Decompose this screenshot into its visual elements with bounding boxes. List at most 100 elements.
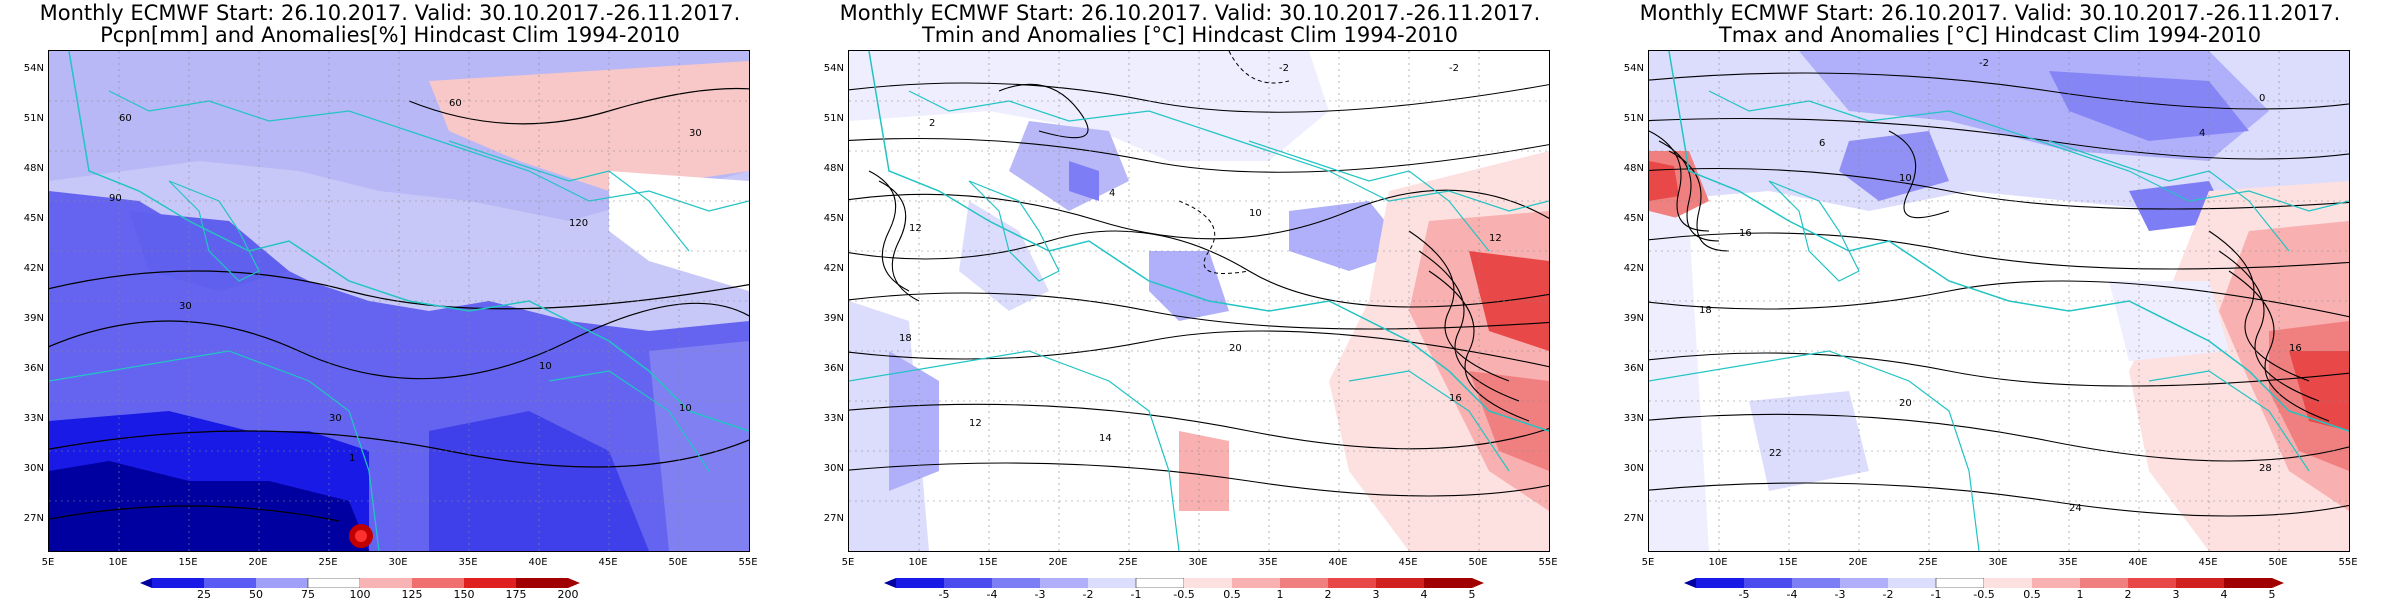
lat-label: 45N bbox=[1623, 213, 1644, 224]
lat-label: 48N bbox=[23, 163, 44, 174]
lat-label: 45N bbox=[823, 213, 844, 224]
colorbar-tick: -4 bbox=[1786, 588, 1798, 601]
lat-label: 30N bbox=[1623, 463, 1644, 474]
lat-label: 51N bbox=[823, 113, 844, 124]
colorbar-tick: -0.5 bbox=[1173, 588, 1195, 601]
colorbar-tick: -2 bbox=[1882, 588, 1894, 601]
contour-label: 4 bbox=[2199, 128, 2205, 139]
lat-label: 27N bbox=[23, 513, 44, 524]
map-precipitation: 60 60 30 90 120 30 10 30 10 1 bbox=[48, 50, 750, 552]
colorbar-tmin bbox=[884, 578, 1484, 588]
colorbar-tick: 5 bbox=[1468, 588, 1476, 601]
lat-label: 30N bbox=[823, 463, 844, 474]
contour-label: 14 bbox=[1099, 433, 1112, 444]
colorbar-tick: 200 bbox=[557, 588, 579, 601]
lat-label: 51N bbox=[1623, 113, 1644, 124]
contour-label: 6 bbox=[1819, 138, 1825, 149]
colorbar-tick: 100 bbox=[349, 588, 371, 601]
lon-label: 45E bbox=[2198, 557, 2218, 568]
colorbar-tick: -5 bbox=[1738, 588, 1750, 601]
contour-label: 12 bbox=[1489, 233, 1502, 244]
contour-label: 16 bbox=[1739, 228, 1752, 239]
colorbar-tick: 150 bbox=[453, 588, 475, 601]
colorbar-tick: 1 bbox=[2076, 588, 2084, 601]
contour-label: 30 bbox=[689, 128, 702, 139]
panel-title-line1: Monthly ECMWF Start: 26.10.2017. Valid: … bbox=[39, 1, 741, 25]
lat-label: 39N bbox=[1623, 313, 1644, 324]
tmin-anomaly-field: -2 -2 2 4 10 12 18 12 14 20 16 12 bbox=[849, 51, 1549, 551]
lon-label: 30E bbox=[1188, 557, 1208, 568]
lat-label: 27N bbox=[823, 513, 844, 524]
lon-label: 15E bbox=[178, 557, 198, 568]
contour-label: 30 bbox=[329, 413, 342, 424]
lon-label: 55E bbox=[2338, 557, 2358, 568]
colorbar-tick: 175 bbox=[505, 588, 527, 601]
colorbar-tick: -0.5 bbox=[1973, 588, 1995, 601]
contour-label: -2 bbox=[1279, 63, 1289, 74]
lon-label: 35E bbox=[1258, 557, 1278, 568]
lon-label: 35E bbox=[2058, 557, 2078, 568]
lat-label: 39N bbox=[23, 313, 44, 324]
colorbar-tick: -1 bbox=[1130, 588, 1142, 601]
panel-tmax: Monthly ECMWF Start: 26.10.2017. Valid: … bbox=[1600, 0, 2380, 601]
lon-label: 40E bbox=[2128, 557, 2148, 568]
contour-label: -2 bbox=[1449, 63, 1459, 74]
lat-label: 54N bbox=[823, 63, 844, 74]
lat-label: 45N bbox=[23, 213, 44, 224]
lon-label: 5E bbox=[1641, 557, 1655, 568]
colorbar-tick: -1 bbox=[1930, 588, 1942, 601]
lon-label: 25E bbox=[1918, 557, 1938, 568]
lon-label: 50E bbox=[2268, 557, 2288, 568]
colorbar-tick: 125 bbox=[401, 588, 423, 601]
panel-title-line1: Monthly ECMWF Start: 26.10.2017. Valid: … bbox=[1639, 1, 2341, 25]
lat-label: 42N bbox=[1623, 263, 1644, 274]
contour-label: 12 bbox=[969, 418, 982, 429]
contour-label: 90 bbox=[109, 193, 122, 204]
lon-label: 55E bbox=[1538, 557, 1558, 568]
colorbar-tick: 4 bbox=[2220, 588, 2228, 601]
contour-label: 60 bbox=[119, 113, 132, 124]
lon-label: 10E bbox=[908, 557, 928, 568]
tmax-anomaly-field: -2 0 4 6 10 16 18 20 22 24 16 28 bbox=[1649, 51, 2349, 551]
lat-label: 27N bbox=[1623, 513, 1644, 524]
lon-label: 20E bbox=[1848, 557, 1868, 568]
contour-label: 20 bbox=[1899, 398, 1912, 409]
colorbar-tick: -3 bbox=[1034, 588, 1046, 601]
colorbar-tick: 50 bbox=[249, 588, 263, 601]
contour-label: -2 bbox=[1979, 58, 1989, 69]
lat-label: 36N bbox=[23, 363, 44, 374]
colorbar-precipitation bbox=[140, 578, 580, 588]
lon-label: 20E bbox=[1048, 557, 1068, 568]
contour-label: 120 bbox=[569, 218, 588, 229]
lon-label: 40E bbox=[528, 557, 548, 568]
precip-anomaly-field: 60 60 30 90 120 30 10 30 10 1 bbox=[49, 51, 749, 551]
lon-label: 35E bbox=[458, 557, 478, 568]
colorbar-tick: -5 bbox=[938, 588, 950, 601]
lat-label: 33N bbox=[23, 413, 44, 424]
map-tmax: -2 0 4 6 10 16 18 20 22 24 16 28 bbox=[1648, 50, 2350, 552]
panel-precipitation: Monthly ECMWF Start: 26.10.2017. Valid: … bbox=[0, 0, 780, 601]
lon-label: 25E bbox=[318, 557, 338, 568]
contour-label: 18 bbox=[1699, 305, 1712, 316]
lon-label: 45E bbox=[1398, 557, 1418, 568]
lon-label: 10E bbox=[108, 557, 128, 568]
contour-label: 30 bbox=[179, 301, 192, 312]
lon-label: 30E bbox=[1988, 557, 2008, 568]
lat-label: 54N bbox=[23, 63, 44, 74]
lat-label: 30N bbox=[23, 463, 44, 474]
panel-title-line1: Monthly ECMWF Start: 26.10.2017. Valid: … bbox=[839, 1, 1541, 25]
colorbar-tick: -3 bbox=[1834, 588, 1846, 601]
lon-label: 25E bbox=[1118, 557, 1138, 568]
colorbar-tick: 3 bbox=[2172, 588, 2180, 601]
contour-label: 1 bbox=[349, 453, 355, 464]
lat-label: 54N bbox=[1623, 63, 1644, 74]
colorbar-tick: 0.5 bbox=[2023, 588, 2041, 601]
lon-label: 55E bbox=[738, 557, 758, 568]
colorbar-tick: 2 bbox=[2124, 588, 2132, 601]
contour-label: 18 bbox=[899, 333, 912, 344]
lat-label: 51N bbox=[23, 113, 44, 124]
colorbar-tick: 4 bbox=[1420, 588, 1428, 601]
contour-label: 60 bbox=[449, 98, 462, 109]
panel-title-line2: Tmin and Anomalies [°C] Hindcast Clim 19… bbox=[921, 23, 1459, 47]
contour-label: 28 bbox=[2259, 463, 2272, 474]
